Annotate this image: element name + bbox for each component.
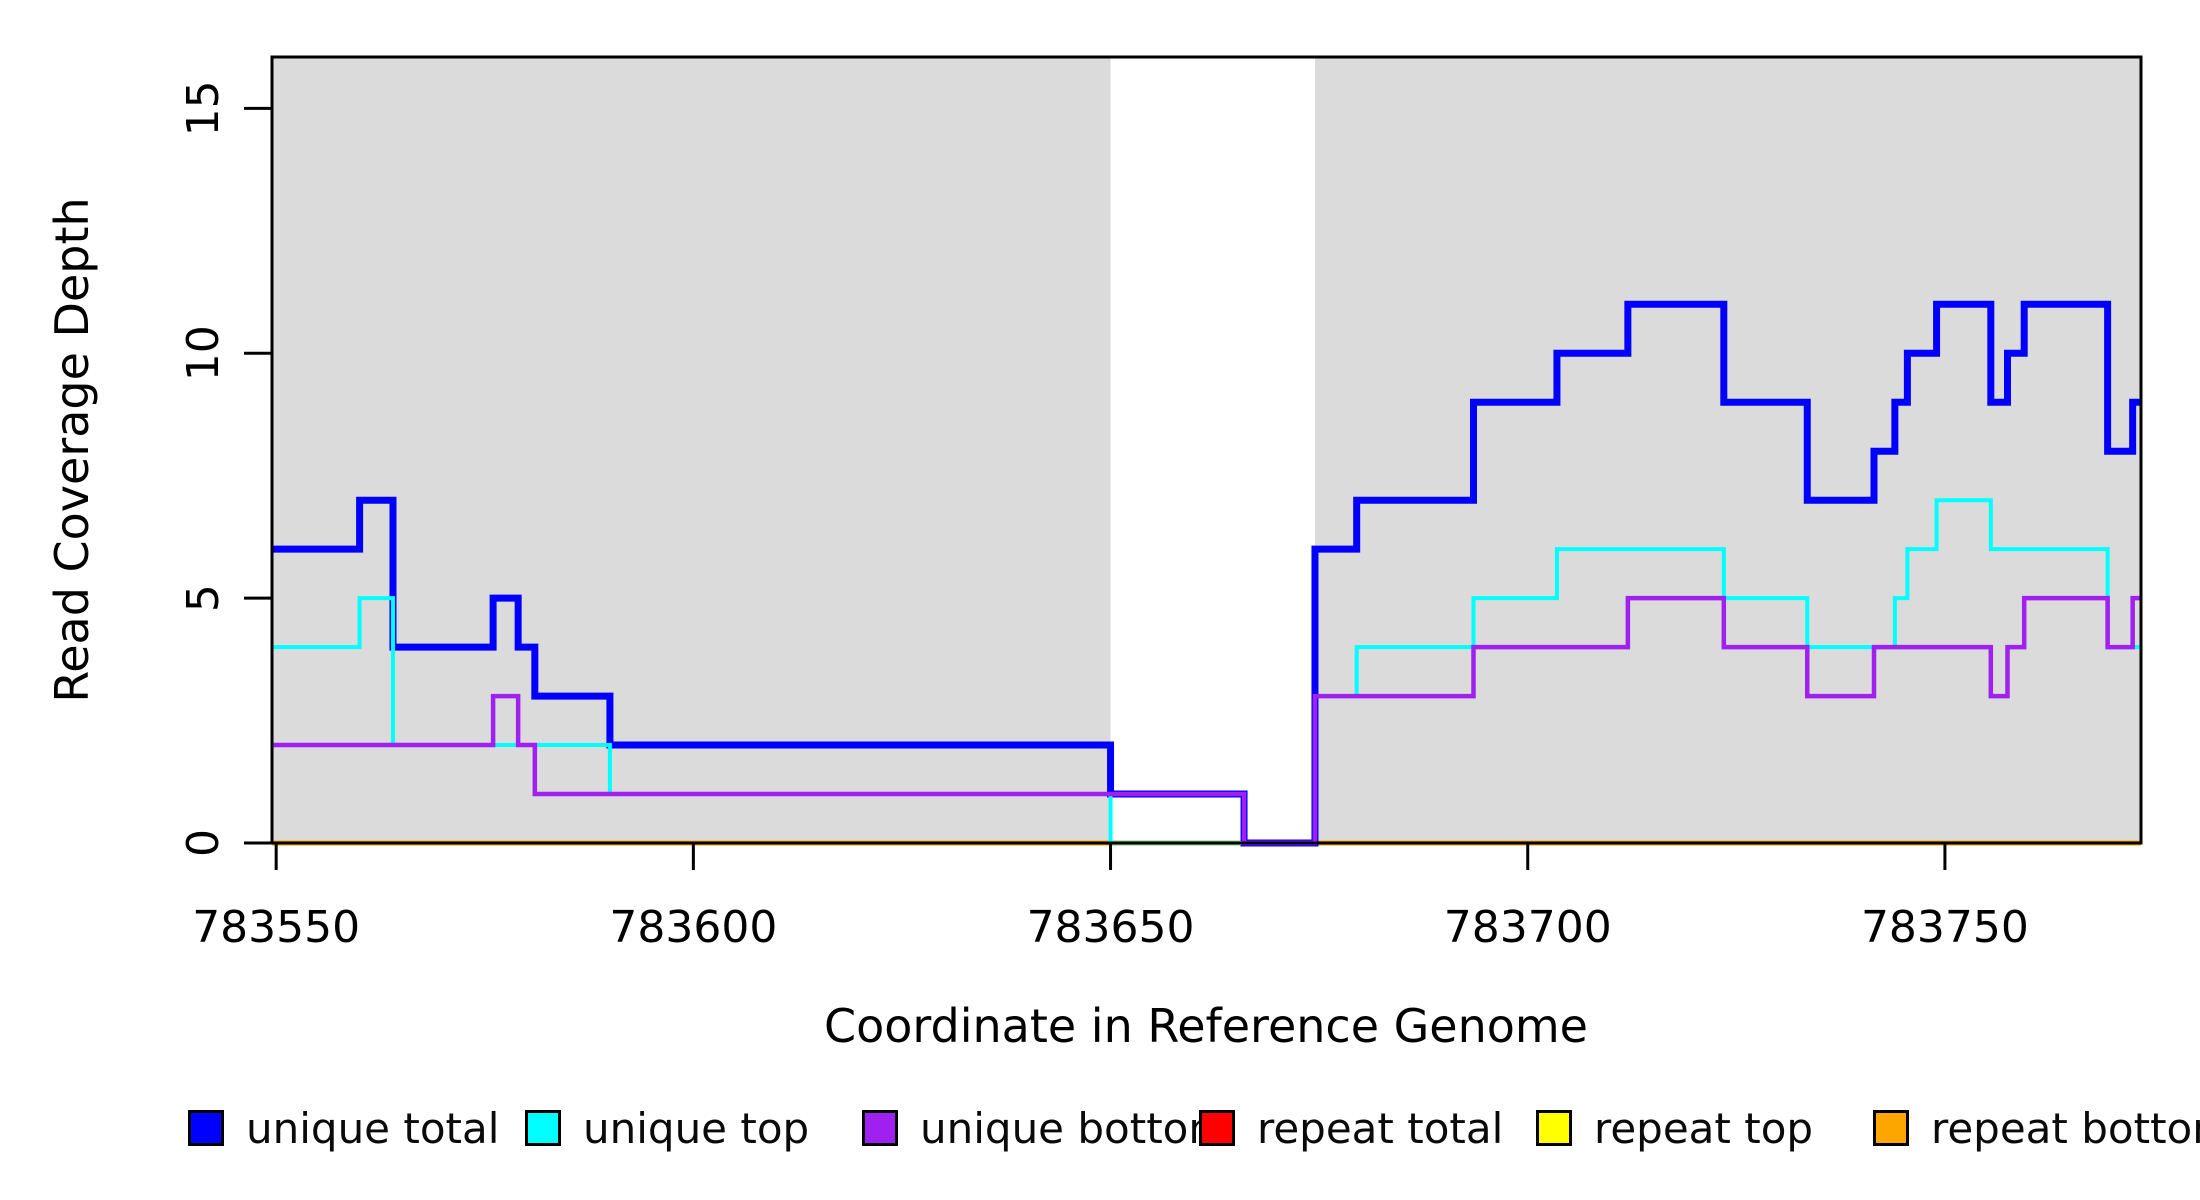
- legend-label-unique-total: unique total: [246, 1103, 500, 1153]
- x-tick-label-783650: 783650: [1027, 902, 1195, 953]
- y-tick-label-10: 10: [178, 325, 229, 381]
- legend-swatch-unique-top: [525, 1110, 561, 1146]
- legend-item-unique-top: unique top: [525, 1103, 810, 1153]
- legend-swatch-unique-total: [188, 1110, 224, 1146]
- plot-border: [270, 55, 2143, 845]
- legend-item-repeat-total: repeat total: [1199, 1103, 1504, 1153]
- series-unique-top-line: [272, 498, 2141, 845]
- series-unique-total-line: [272, 300, 2141, 847]
- legend-item-repeat-top: repeat top: [1536, 1103, 1814, 1153]
- repeat-region-shading-gray-block-right: [1314, 57, 2141, 843]
- x-axis-title: Coordinate in Reference Genome: [824, 999, 1588, 1053]
- legend-label-repeat-top: repeat top: [1594, 1103, 1814, 1153]
- repeat-region-shading-gray-block-left: [272, 57, 1111, 843]
- series-unique-bottom-line: [272, 595, 2141, 846]
- legend-item-unique-total: unique total: [188, 1103, 500, 1153]
- y-axis-title: Read Coverage Depth: [45, 197, 99, 702]
- legend-swatch-repeat-top: [1536, 1110, 1572, 1146]
- legend-swatch-repeat-bottom: [1873, 1110, 1909, 1146]
- y-tick-label-15: 15: [178, 80, 229, 136]
- legend-label-unique-bottom: unique bottom: [920, 1103, 1230, 1153]
- y-tick-label-5: 5: [178, 584, 229, 612]
- legend-label-repeat-bottom: repeat bottom: [1931, 1103, 2200, 1153]
- legend-swatch-repeat-total: [1199, 1110, 1235, 1146]
- legend-item-unique-bottom: unique bottom: [862, 1103, 1230, 1153]
- x-tick-label-783700: 783700: [1444, 902, 1612, 953]
- legend: unique total unique top unique bottom repea…: [0, 1103, 2200, 1166]
- x-tick-label-783750: 783750: [1861, 902, 2029, 953]
- y-tick-label-0: 0: [178, 829, 229, 857]
- x-tick-label-783600: 783600: [609, 902, 777, 953]
- x-tick-label-783550: 783550: [192, 902, 360, 953]
- legend-label-unique-top: unique top: [583, 1103, 810, 1153]
- legend-swatch-unique-bottom: [862, 1110, 898, 1146]
- legend-label-repeat-total: repeat total: [1257, 1103, 1504, 1153]
- legend-item-repeat-bottom: repeat bottom: [1873, 1103, 2200, 1153]
